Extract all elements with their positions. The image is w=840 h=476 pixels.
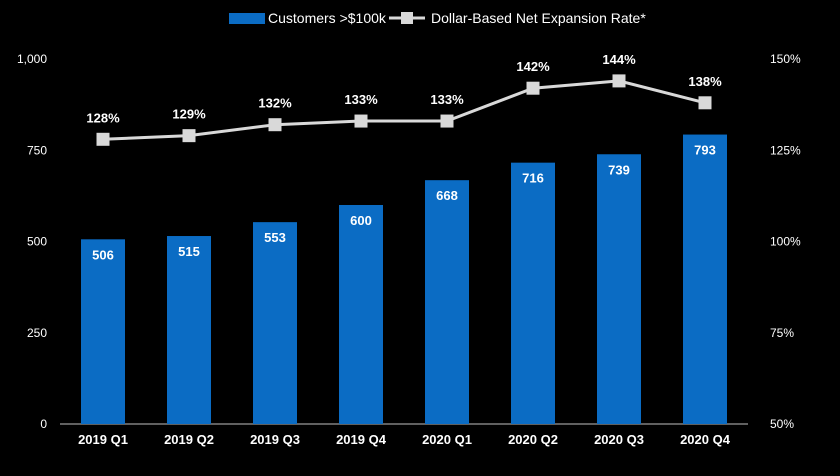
bar bbox=[425, 180, 469, 424]
bar-value-label: 668 bbox=[436, 188, 458, 203]
line-point bbox=[96, 132, 110, 146]
line-value-label: 132% bbox=[258, 96, 292, 111]
x-tick-label: 2019 Q2 bbox=[164, 432, 214, 447]
x-tick-label: 2020 Q3 bbox=[594, 432, 644, 447]
legend-swatch-customers bbox=[229, 13, 265, 24]
left-tick-label: 750 bbox=[27, 143, 47, 157]
line-point bbox=[440, 114, 454, 128]
bar-value-label: 600 bbox=[350, 213, 372, 228]
bar-value-label: 793 bbox=[694, 143, 716, 158]
expansion-line bbox=[102, 79, 706, 141]
left-tick-label: 250 bbox=[27, 326, 47, 340]
line-markers bbox=[96, 74, 712, 146]
left-tick-label: 1,000 bbox=[17, 52, 47, 66]
x-tick-label: 2019 Q1 bbox=[78, 432, 128, 447]
line-point bbox=[354, 114, 368, 128]
line-point bbox=[268, 118, 282, 132]
line-value-label: 142% bbox=[516, 59, 550, 74]
line-point bbox=[612, 74, 626, 88]
line-value-label: 138% bbox=[688, 74, 722, 89]
line-value-label: 129% bbox=[172, 107, 206, 122]
legend: Customers >$100k Dollar-Based Net Expans… bbox=[229, 10, 646, 26]
bar-value-label: 739 bbox=[608, 162, 630, 177]
x-tick-label: 2020 Q2 bbox=[508, 432, 558, 447]
left-tick-label: 500 bbox=[27, 235, 47, 249]
x-tick-label: 2019 Q3 bbox=[250, 432, 300, 447]
right-axis: 50% 75% 100% 125% 150% bbox=[770, 52, 801, 431]
line-value-label: 144% bbox=[602, 52, 636, 67]
bar bbox=[167, 236, 211, 424]
bar-value-label: 553 bbox=[264, 230, 286, 245]
right-tick-label: 125% bbox=[770, 143, 801, 157]
line-value-label: 128% bbox=[86, 110, 120, 125]
bar-value-label: 716 bbox=[522, 171, 544, 186]
bar bbox=[597, 154, 641, 424]
bar-labels: 506 515 553 600 668 716 739 793 bbox=[92, 143, 716, 263]
bar bbox=[683, 134, 727, 424]
x-axis: 2019 Q1 2019 Q2 2019 Q3 2019 Q4 2020 Q1 2020 … bbox=[78, 432, 731, 447]
bar bbox=[511, 162, 555, 424]
bar-value-label: 506 bbox=[92, 247, 114, 262]
x-tick-label: 2019 Q4 bbox=[336, 432, 387, 447]
bar bbox=[339, 205, 383, 424]
bar-series-customers bbox=[81, 134, 727, 424]
legend-marker-expansion bbox=[401, 12, 413, 24]
right-tick-label: 50% bbox=[770, 417, 794, 431]
legend-label-customers: Customers >$100k bbox=[268, 10, 387, 26]
bar-value-label: 515 bbox=[178, 244, 200, 259]
bar bbox=[81, 239, 125, 424]
line-point bbox=[182, 129, 196, 143]
bar bbox=[253, 222, 297, 424]
left-axis: 0 250 500 750 1,000 bbox=[17, 52, 47, 431]
x-tick-label: 2020 Q1 bbox=[422, 432, 472, 447]
line-series-expansion bbox=[102, 79, 706, 141]
left-tick-label: 0 bbox=[40, 417, 47, 431]
x-tick-label: 2020 Q4 bbox=[680, 432, 731, 447]
right-tick-label: 150% bbox=[770, 52, 801, 66]
line-value-label: 133% bbox=[344, 92, 378, 107]
line-value-label: 133% bbox=[430, 92, 464, 107]
right-tick-label: 75% bbox=[770, 326, 794, 340]
line-point bbox=[526, 81, 540, 95]
line-point bbox=[698, 96, 712, 110]
legend-label-expansion: Dollar-Based Net Expansion Rate* bbox=[431, 10, 646, 26]
right-tick-label: 100% bbox=[770, 235, 801, 249]
line-labels: 128% 129% 132% 133% 133% 142% 144% 138% bbox=[86, 52, 722, 125]
